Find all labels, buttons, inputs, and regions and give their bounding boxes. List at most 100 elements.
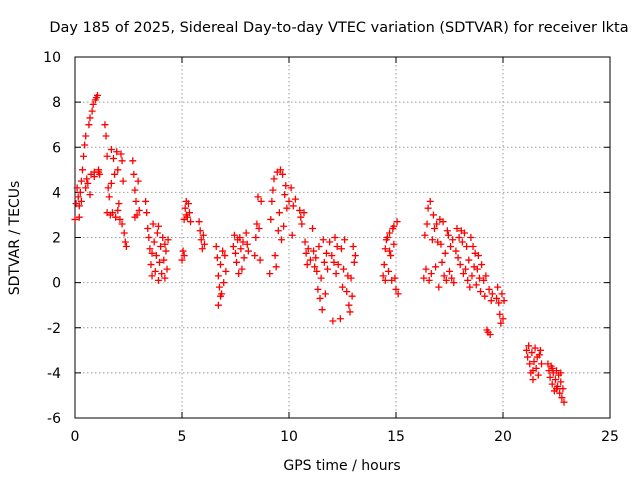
data-point: [107, 179, 115, 187]
data-point: [314, 285, 322, 293]
data-point: [296, 206, 304, 214]
data-point: [161, 240, 169, 248]
data-point: [475, 274, 483, 282]
data-point: [321, 290, 329, 298]
data-point: [486, 331, 494, 339]
data-point: [252, 234, 260, 241]
data-point: [219, 247, 227, 255]
data-point: [548, 380, 556, 388]
grid-lines: [75, 57, 610, 418]
data-point: [485, 285, 493, 293]
data-point: [153, 229, 161, 237]
data-point: [459, 270, 467, 278]
x-axis: 0 5 10 15 20 25: [71, 57, 619, 445]
data-point: [197, 236, 205, 244]
data-point: [302, 249, 310, 257]
data-point: [71, 215, 79, 223]
data-point: [315, 243, 323, 251]
data-point: [433, 220, 441, 228]
data-point: [553, 385, 560, 393]
data-point: [460, 229, 468, 237]
data-point: [341, 236, 349, 244]
data-point: [143, 209, 151, 217]
data-point: [297, 213, 305, 221]
data-point: [116, 215, 124, 223]
data-point: [77, 177, 85, 185]
data-point: [324, 265, 332, 273]
data-point: [255, 224, 263, 232]
data-point: [163, 265, 171, 273]
data-point: [74, 193, 82, 201]
data-point: [238, 265, 246, 273]
data-point: [482, 272, 490, 280]
data-point: [267, 215, 275, 223]
data-point: [441, 249, 449, 257]
x-tick-label: 25: [601, 429, 619, 445]
data-point: [458, 238, 466, 246]
data-point: [343, 288, 351, 296]
data-point: [310, 247, 318, 255]
data-point: [78, 166, 86, 174]
data-point: [523, 346, 531, 354]
data-point: [235, 270, 243, 278]
chart-title: Day 185 of 2025, Sidereal Day-to-day VTE…: [49, 20, 628, 36]
y-tick-label: -6: [47, 411, 61, 427]
data-point: [528, 349, 536, 357]
data-point: [480, 276, 488, 284]
y-tick-label: -2: [47, 321, 61, 337]
data-point: [381, 276, 389, 284]
data-point: [496, 310, 504, 318]
data-point: [546, 373, 554, 381]
data-point: [239, 238, 247, 246]
data-point: [268, 197, 276, 205]
data-point: [88, 107, 96, 115]
data-point: [131, 186, 139, 194]
data-point: [381, 245, 389, 253]
data-point: [103, 209, 111, 217]
data-point: [256, 256, 264, 264]
x-tick-label: 5: [178, 429, 187, 445]
data-point: [326, 238, 334, 246]
data-point: [257, 197, 265, 205]
data-point: [350, 258, 358, 266]
data-point: [379, 272, 387, 280]
data-point: [469, 243, 477, 251]
data-point: [466, 283, 474, 291]
data-point: [178, 256, 186, 264]
data-point: [150, 238, 158, 246]
data-point: [82, 132, 90, 140]
x-tick-label: 0: [71, 429, 80, 445]
data-point: [558, 394, 566, 402]
data-point: [85, 121, 93, 129]
data-point: [242, 229, 250, 237]
data-point: [275, 209, 283, 217]
data-point: [77, 197, 85, 205]
data-point: [212, 243, 220, 251]
data-point: [495, 299, 503, 307]
data-point: [319, 236, 327, 244]
data-point: [306, 256, 314, 264]
data-point: [276, 166, 284, 174]
y-tick-label: 4: [52, 185, 61, 201]
data-point: [274, 227, 282, 235]
data-point: [213, 254, 221, 262]
data-point: [118, 157, 126, 165]
data-point: [497, 319, 505, 327]
data-point: [187, 218, 195, 226]
data-point: [281, 191, 289, 199]
data-point: [251, 252, 259, 260]
data-point: [162, 247, 170, 255]
data-point: [158, 270, 166, 278]
y-tick-label: -4: [47, 366, 61, 382]
data-point: [499, 315, 507, 323]
data-point: [110, 155, 118, 163]
data-point: [432, 263, 440, 271]
y-axis: -6 -4 -2 0 2 4 6 8 10: [43, 50, 610, 427]
data-point: [474, 252, 482, 260]
data-point: [200, 240, 208, 248]
data-point: [524, 353, 532, 361]
data-point: [283, 204, 291, 212]
data-point: [135, 206, 143, 214]
data-point: [557, 369, 565, 377]
data-point: [420, 274, 428, 282]
